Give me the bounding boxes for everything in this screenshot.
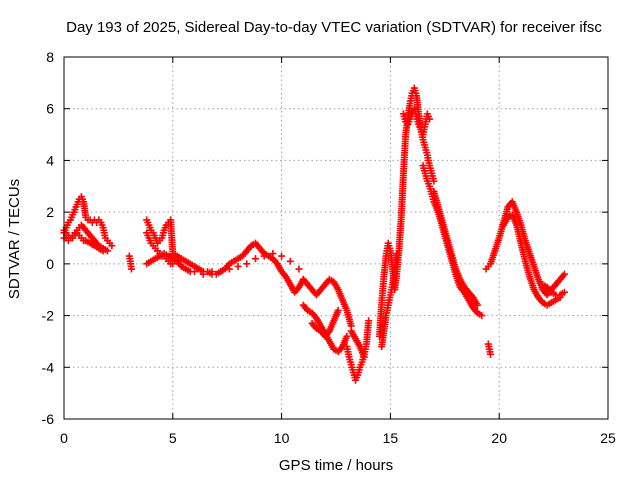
x-tick-label: 15 <box>383 430 399 446</box>
data-point <box>269 250 277 258</box>
data-point <box>104 247 112 255</box>
data-point <box>243 260 251 268</box>
data-point <box>199 270 207 278</box>
data-point <box>393 250 401 258</box>
data-point <box>295 265 303 273</box>
data-point <box>286 257 294 265</box>
data-point <box>334 306 342 314</box>
x-tick-label: 0 <box>60 430 68 446</box>
data-point <box>560 288 568 296</box>
y-tick-label: -2 <box>42 308 55 324</box>
data-point <box>430 177 438 185</box>
data-point <box>127 265 135 273</box>
data-point <box>251 255 259 263</box>
data-points <box>60 84 568 384</box>
y-tick-label: -4 <box>42 359 55 375</box>
data-point <box>343 332 351 340</box>
data-point <box>278 252 286 260</box>
x-axis-title: GPS time / hours <box>279 457 393 474</box>
x-tick-label: 5 <box>169 430 177 446</box>
data-point <box>217 268 225 276</box>
x-tick-label: 25 <box>600 430 616 446</box>
data-point <box>486 350 494 358</box>
y-tick-label: 8 <box>46 49 54 65</box>
x-tick-label: 20 <box>491 430 507 446</box>
data-point <box>426 115 434 123</box>
y-axis-title: SDTVAR / TECUs <box>6 179 23 299</box>
data-point <box>260 252 268 260</box>
data-point <box>478 312 486 320</box>
axis-ticks: 0 5 10 15 20 25 -6 -4 -2 0 2 4 6 8 <box>42 49 616 446</box>
data-point <box>169 260 177 268</box>
data-point <box>560 270 568 278</box>
data-point <box>234 262 242 270</box>
data-point <box>365 317 373 325</box>
data-point <box>208 268 216 276</box>
data-point <box>225 265 233 273</box>
x-tick-label: 10 <box>274 430 290 446</box>
data-point <box>191 268 199 276</box>
y-tick-label: 4 <box>46 152 54 168</box>
data-point <box>473 301 481 309</box>
data-point <box>108 242 116 250</box>
data-point <box>360 353 368 361</box>
plot-frame <box>63 56 609 420</box>
y-tick-label: -6 <box>42 411 55 427</box>
y-tick-label: 0 <box>46 256 54 272</box>
y-tick-label: 6 <box>46 101 54 117</box>
chart-title: Day 193 of 2025, Sidereal Day-to-day VTE… <box>66 19 602 36</box>
y-tick-label: 2 <box>46 204 54 220</box>
